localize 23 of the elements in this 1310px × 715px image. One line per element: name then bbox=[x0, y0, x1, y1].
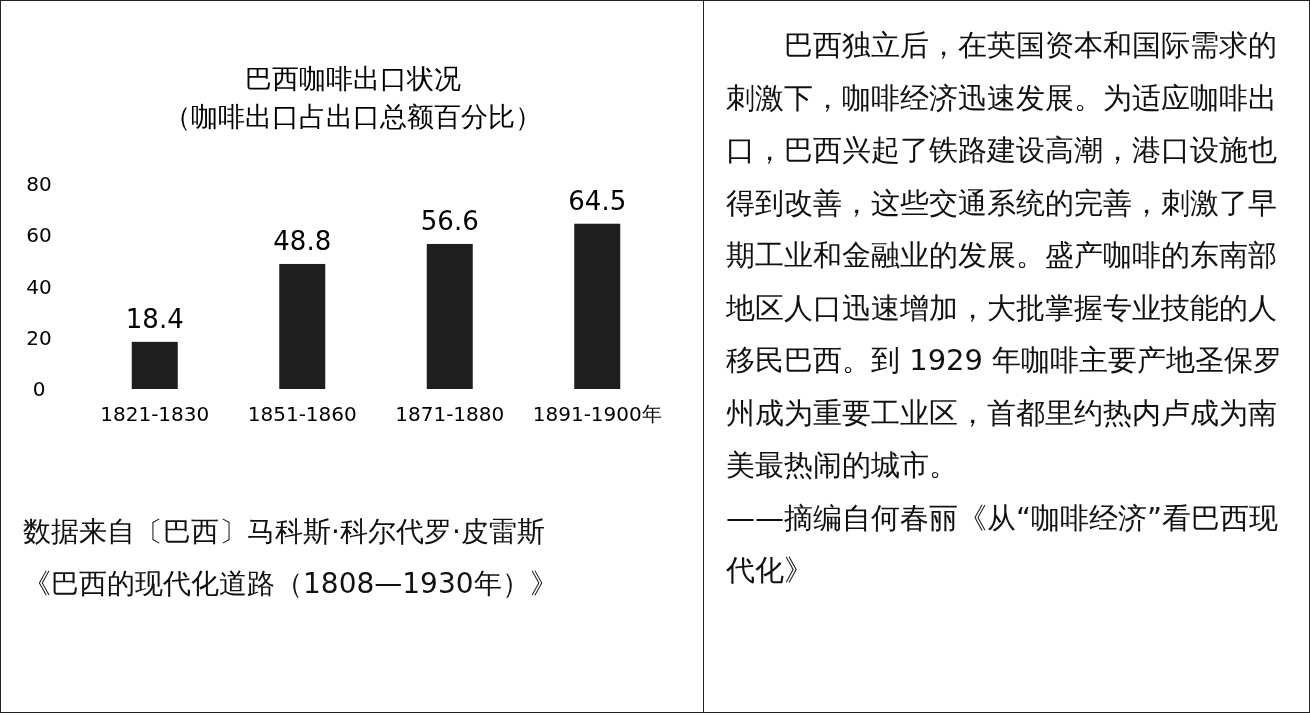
x-tick-label: 1871-1880 bbox=[395, 402, 505, 426]
y-tick-label: 80 bbox=[26, 172, 52, 196]
chart-title: 巴西咖啡出口状况 bbox=[245, 63, 461, 94]
bar bbox=[426, 243, 473, 389]
bar bbox=[574, 223, 621, 389]
data-label: 56.6 bbox=[420, 205, 479, 236]
y-tick-label: 60 bbox=[26, 223, 52, 248]
y-tick-label: 0 bbox=[32, 377, 46, 401]
y-tick-label: 20 bbox=[26, 325, 52, 350]
text: ——摘编自何春丽《从“咖啡经济”看巴西现代化》 bbox=[726, 499, 1280, 589]
data-label: 64.5 bbox=[568, 185, 627, 216]
x-tick-label: 1851-1860 bbox=[247, 402, 357, 426]
text: 巴西独立后，在英国资本和国际需求的刺激下，咖啡经济迅速发展。为适应咖啡出口，巴西兴起了铁路建设高潮，港口设施也得到改善，这些交通系统的完善，刺激了早期工业和金融业的发展。盛产咖啡的东南部地区人口迅速增加，大批掌握专业技能的人移民巴西。到 1929 年咖啡主要产地圣保罗州成为重要工业区，首都里约热内卢成为南美最热闹的城市。 bbox=[726, 28, 1283, 482]
data-label: 48.8 bbox=[273, 225, 332, 256]
text: 数据来自〔巴西〕马科斯·科尔代罗·皮雷斯 bbox=[23, 514, 545, 550]
y-tick-label: 40 bbox=[26, 274, 52, 299]
text: 《巴西的现代化道路（1808—1930年）》 bbox=[23, 566, 558, 602]
chart-subtitle: （咖啡出口占出口总额百分比） bbox=[164, 101, 542, 132]
x-tick-label: 1891-1900年 bbox=[532, 402, 662, 426]
x-tick-label: 1821-1830 bbox=[100, 402, 210, 426]
bar bbox=[279, 263, 326, 389]
bar bbox=[131, 341, 178, 389]
data-label: 18.4 bbox=[125, 303, 184, 334]
